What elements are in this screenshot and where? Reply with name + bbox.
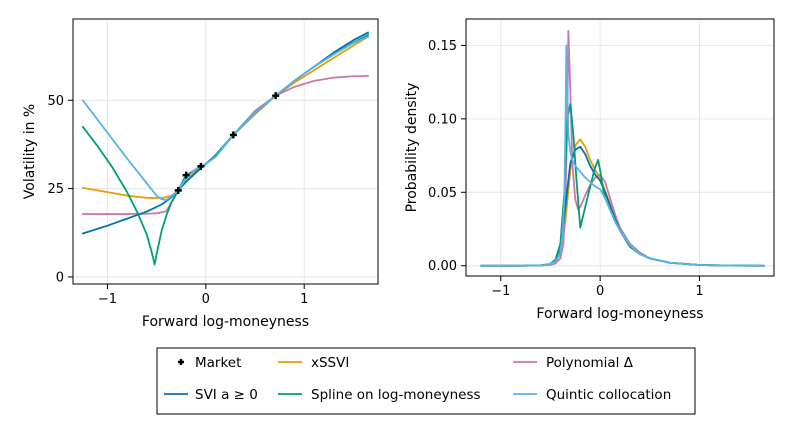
volatility-x-tick-label: 1 bbox=[300, 292, 308, 307]
legend-item-polynomial-delta: Polynomial Δ bbox=[513, 355, 634, 371]
density-series-quintic-collocation bbox=[479, 44, 765, 267]
legend-label-svi: SVI a ≥ 0 bbox=[195, 387, 258, 403]
legend-item-spline: Spline on log-moneyness bbox=[278, 387, 481, 403]
volatility-grid bbox=[73, 19, 378, 284]
legend-label-quintic-collocation: Quintic collocation bbox=[546, 387, 671, 403]
legend-item-quintic-collocation: Quintic collocation bbox=[513, 387, 671, 403]
legend-box bbox=[156, 347, 696, 415]
density-grid bbox=[466, 19, 774, 276]
density-y-tick-label: 0.00 bbox=[428, 259, 457, 274]
density-x-axis-label: Forward log-moneyness bbox=[536, 306, 703, 322]
volatility-x-tick-label: −1 bbox=[98, 292, 117, 307]
density-x-tick-label: −1 bbox=[491, 284, 510, 299]
volatility-y-tick-label: 0 bbox=[56, 270, 64, 285]
density-y-tick-label: 0.15 bbox=[428, 39, 457, 54]
volatility-series bbox=[81, 31, 370, 266]
density-panel: −1 0 1 0.00 0.05 0.10 0.15 Forward log-moneyne… bbox=[404, 18, 775, 322]
density-y-tick-label: 0.10 bbox=[428, 112, 457, 127]
volatility-y-tick-label: 50 bbox=[47, 94, 64, 109]
density-series-xssvi bbox=[479, 138, 765, 267]
volatility-y-axis-label: Volatility in % bbox=[22, 104, 38, 199]
volatility-series-xssvi bbox=[81, 35, 370, 200]
legend-label-spline: Spline on log-moneyness bbox=[311, 387, 481, 403]
density-x-tick-label: 1 bbox=[695, 284, 703, 299]
legend-label-xssvi: xSSVI bbox=[311, 355, 349, 371]
volatility-x-tick-label: 0 bbox=[202, 292, 210, 307]
density-x-tick-label: 0 bbox=[596, 284, 604, 299]
volatility-ticks: −1 0 1 0 25 50 bbox=[47, 94, 308, 307]
legend-item-xssvi: xSSVI bbox=[278, 355, 349, 371]
density-series-spline-on-log-moneyness bbox=[479, 103, 765, 267]
legend-item-svi: SVI a ≥ 0 bbox=[164, 387, 258, 403]
market-point bbox=[174, 186, 182, 194]
legend-item-market: Market bbox=[178, 355, 241, 371]
density-ticks: −1 0 1 0.00 0.05 0.10 0.15 bbox=[428, 39, 704, 299]
market-point bbox=[229, 131, 237, 139]
density-y-axis-label: Probability density bbox=[404, 83, 420, 213]
density-series-svi-a-0 bbox=[479, 145, 765, 267]
density-plot-frame bbox=[465, 18, 775, 277]
market-point bbox=[197, 162, 205, 170]
volatility-y-tick-label: 25 bbox=[47, 182, 64, 197]
legend-market-marker bbox=[178, 359, 184, 365]
legend: Market xSSVI Polynomial Δ SVI a ≥ 0 Spli… bbox=[156, 347, 696, 415]
market-point bbox=[272, 92, 280, 100]
legend-label-polynomial-delta: Polynomial Δ bbox=[546, 355, 634, 371]
volatility-plot-frame bbox=[72, 18, 379, 285]
market-point bbox=[182, 171, 190, 179]
volatility-series-quintic-collocation bbox=[81, 35, 370, 201]
market-markers bbox=[174, 92, 280, 194]
density-series-polynomial bbox=[479, 29, 765, 267]
legend-label-market: Market bbox=[195, 355, 241, 371]
volatility-series-spline-on-log-moneyness bbox=[81, 34, 370, 266]
density-series bbox=[479, 29, 765, 267]
density-y-tick-label: 0.05 bbox=[428, 186, 457, 201]
volatility-x-axis-label: Forward log-moneyness bbox=[142, 314, 309, 330]
volatility-panel: −1 0 1 0 25 50 Forward log-moneyness Volatili… bbox=[22, 18, 379, 330]
